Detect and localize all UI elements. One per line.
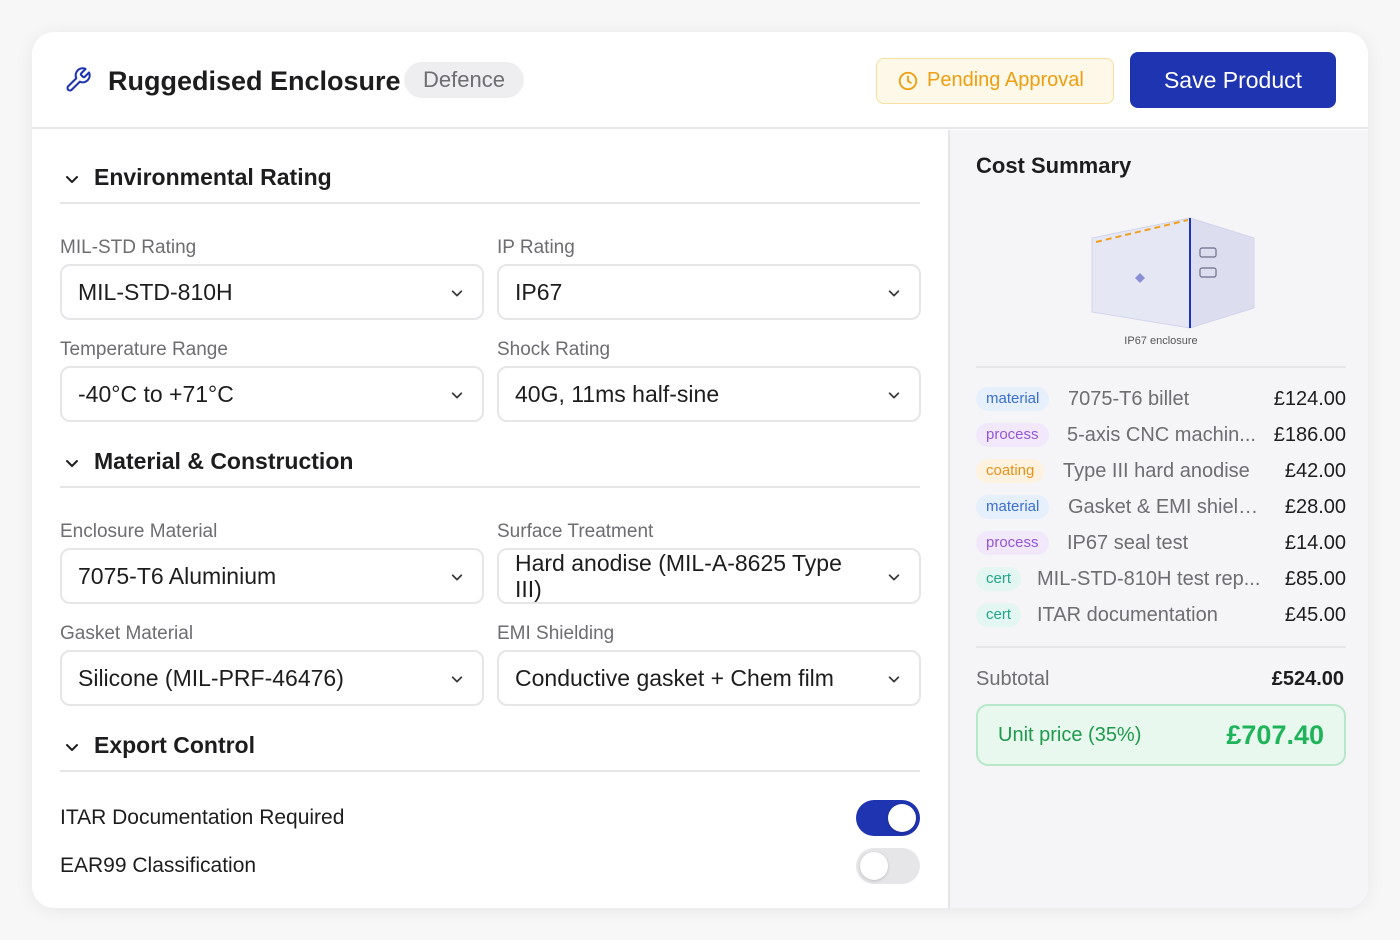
- gasket-material-select[interactable]: Silicone (MIL-PRF-46476): [60, 650, 484, 706]
- surface-treatment-label: Surface Treatment: [497, 521, 654, 542]
- item-price: £85.00: [1284, 568, 1346, 590]
- select-value: Conductive gasket + Chem film: [515, 665, 834, 691]
- section-material-header[interactable]: Material & Construction: [60, 442, 920, 488]
- chevron-down-icon: [451, 290, 463, 297]
- select-value: MIL-STD-810H: [78, 279, 233, 305]
- cost-line-item: cert ITAR documentation £45.00: [976, 600, 1346, 630]
- cost-summary-panel: Cost Summary IP67 enclosure material 707…: [948, 130, 1368, 908]
- chevron-down-icon: [451, 574, 463, 581]
- cost-line-item: process IP67 seal test £14.00: [976, 528, 1346, 558]
- cost-line-item: process 5-axis CNC machin... £186.00: [976, 420, 1346, 450]
- page-header: Ruggedised Enclosure Defence Pending App…: [32, 32, 1368, 129]
- section-export-header[interactable]: Export Control: [60, 726, 920, 772]
- item-description: IP67 seal test: [1067, 532, 1189, 554]
- mil-std-select[interactable]: MIL-STD-810H: [60, 264, 484, 320]
- subtotal-value: £524.00: [1271, 668, 1344, 690]
- item-description: 7075-T6 billet: [1068, 388, 1190, 410]
- mil-std-label: MIL-STD Rating: [60, 237, 197, 258]
- toggle-knob: [888, 804, 916, 832]
- chevron-down-icon: [888, 676, 900, 683]
- temperature-label: Temperature Range: [60, 339, 228, 360]
- gasket-material-label: Gasket Material: [60, 623, 194, 644]
- item-tag: cert: [976, 567, 1022, 591]
- itar-toggle-label: ITAR Documentation Required: [60, 806, 345, 829]
- illustration-caption: IP67 enclosure: [1124, 335, 1198, 347]
- chevron-down-icon: [888, 290, 900, 297]
- section-environmental-header[interactable]: Environmental Rating: [60, 158, 920, 204]
- chevron-down-icon: [66, 460, 78, 467]
- select-value: Silicone (MIL-PRF-46476): [78, 665, 344, 691]
- cost-line-item: cert MIL-STD-810H test rep... £85.00: [976, 564, 1346, 594]
- cost-summary-title: Cost Summary: [976, 153, 1132, 178]
- item-price: £45.00: [1284, 604, 1346, 626]
- cost-line-item: coating Type III hard anodise £42.00: [976, 456, 1346, 486]
- chevron-down-icon: [888, 392, 900, 399]
- cost-line-item: material Gasket & EMI shieldi... £28.00: [976, 492, 1346, 522]
- section-title: Export Control: [94, 732, 255, 758]
- emi-shielding-select[interactable]: Conductive gasket + Chem film: [497, 650, 921, 706]
- product-card: Ruggedised Enclosure Defence Pending App…: [32, 32, 1368, 908]
- wrench-icon: [66, 67, 91, 92]
- ear99-toggle[interactable]: [856, 848, 920, 884]
- save-product-button[interactable]: Save Product: [1130, 52, 1336, 108]
- unit-price-box: Unit price (35%) £707.40: [976, 704, 1346, 766]
- item-tag: material: [976, 495, 1050, 519]
- item-price: £28.00: [1284, 496, 1346, 518]
- unit-price-label: Unit price (35%): [998, 724, 1142, 746]
- surface-treatment-select[interactable]: Hard anodise (MIL-A-8625 Type III): [497, 548, 921, 604]
- section-title: Material & Construction: [94, 448, 354, 474]
- itar-toggle[interactable]: [856, 800, 920, 836]
- item-tag: cert: [976, 603, 1022, 627]
- item-price: £14.00: [1284, 532, 1346, 554]
- ip-rating-label: IP Rating: [497, 237, 575, 258]
- select-value: 40G, 11ms half-sine: [515, 381, 720, 407]
- page-title: Ruggedised Enclosure: [108, 66, 401, 96]
- product-form: Environmental Rating MIL-STD Rating MIL-…: [32, 130, 948, 908]
- item-description: 5-axis CNC machin...: [1067, 424, 1256, 446]
- clock-icon: [898, 71, 918, 91]
- select-value: 7075-T6 Aluminium: [78, 563, 277, 589]
- enclosure-material-label: Enclosure Material: [60, 521, 218, 542]
- item-description: Type III hard anodise: [1063, 460, 1250, 482]
- select-value: IP67: [515, 279, 563, 305]
- unit-price-value: £707.40: [1226, 720, 1324, 750]
- item-tag: process: [976, 531, 1049, 555]
- subtotal-label: Subtotal: [976, 668, 1050, 690]
- select-value: Hard anodise (MIL-A-8625 Type III): [515, 550, 842, 602]
- status-badge: Pending Approval: [876, 58, 1114, 104]
- ear99-toggle-label: EAR99 Classification: [60, 854, 257, 877]
- category-tag: Defence: [404, 62, 524, 98]
- item-price: £124.00: [1273, 388, 1346, 410]
- chevron-down-icon: [888, 574, 900, 581]
- item-tag: material: [976, 387, 1050, 411]
- enclosure-material-select[interactable]: 7075-T6 Aluminium: [60, 548, 484, 604]
- temperature-select[interactable]: -40°C to +71°C: [60, 366, 484, 422]
- divider: [976, 646, 1346, 648]
- item-description: MIL-STD-810H test rep...: [1037, 568, 1261, 590]
- divider: [976, 366, 1346, 368]
- shock-select[interactable]: 40G, 11ms half-sine: [497, 366, 921, 422]
- item-price: £42.00: [1284, 460, 1346, 482]
- section-title: Environmental Rating: [94, 164, 332, 190]
- shock-label: Shock Rating: [497, 339, 611, 360]
- select-value: -40°C to +71°C: [78, 381, 234, 407]
- item-description: Gasket & EMI shieldi...: [1068, 496, 1264, 518]
- toggle-knob: [860, 852, 888, 880]
- item-description: ITAR documentation: [1037, 604, 1218, 626]
- chevron-down-icon: [66, 176, 78, 183]
- emi-shielding-label: EMI Shielding: [497, 623, 615, 644]
- status-label: Pending Approval: [927, 69, 1084, 91]
- enclosure-illustration: [1091, 217, 1255, 329]
- chevron-down-icon: [451, 676, 463, 683]
- chevron-down-icon: [66, 744, 78, 751]
- ip-rating-select[interactable]: IP67: [497, 264, 921, 320]
- chevron-down-icon: [451, 392, 463, 399]
- item-tag: coating: [976, 459, 1045, 483]
- item-price: £186.00: [1273, 424, 1346, 446]
- cost-line-item: material 7075-T6 billet £124.00: [976, 384, 1346, 414]
- item-tag: process: [976, 423, 1049, 447]
